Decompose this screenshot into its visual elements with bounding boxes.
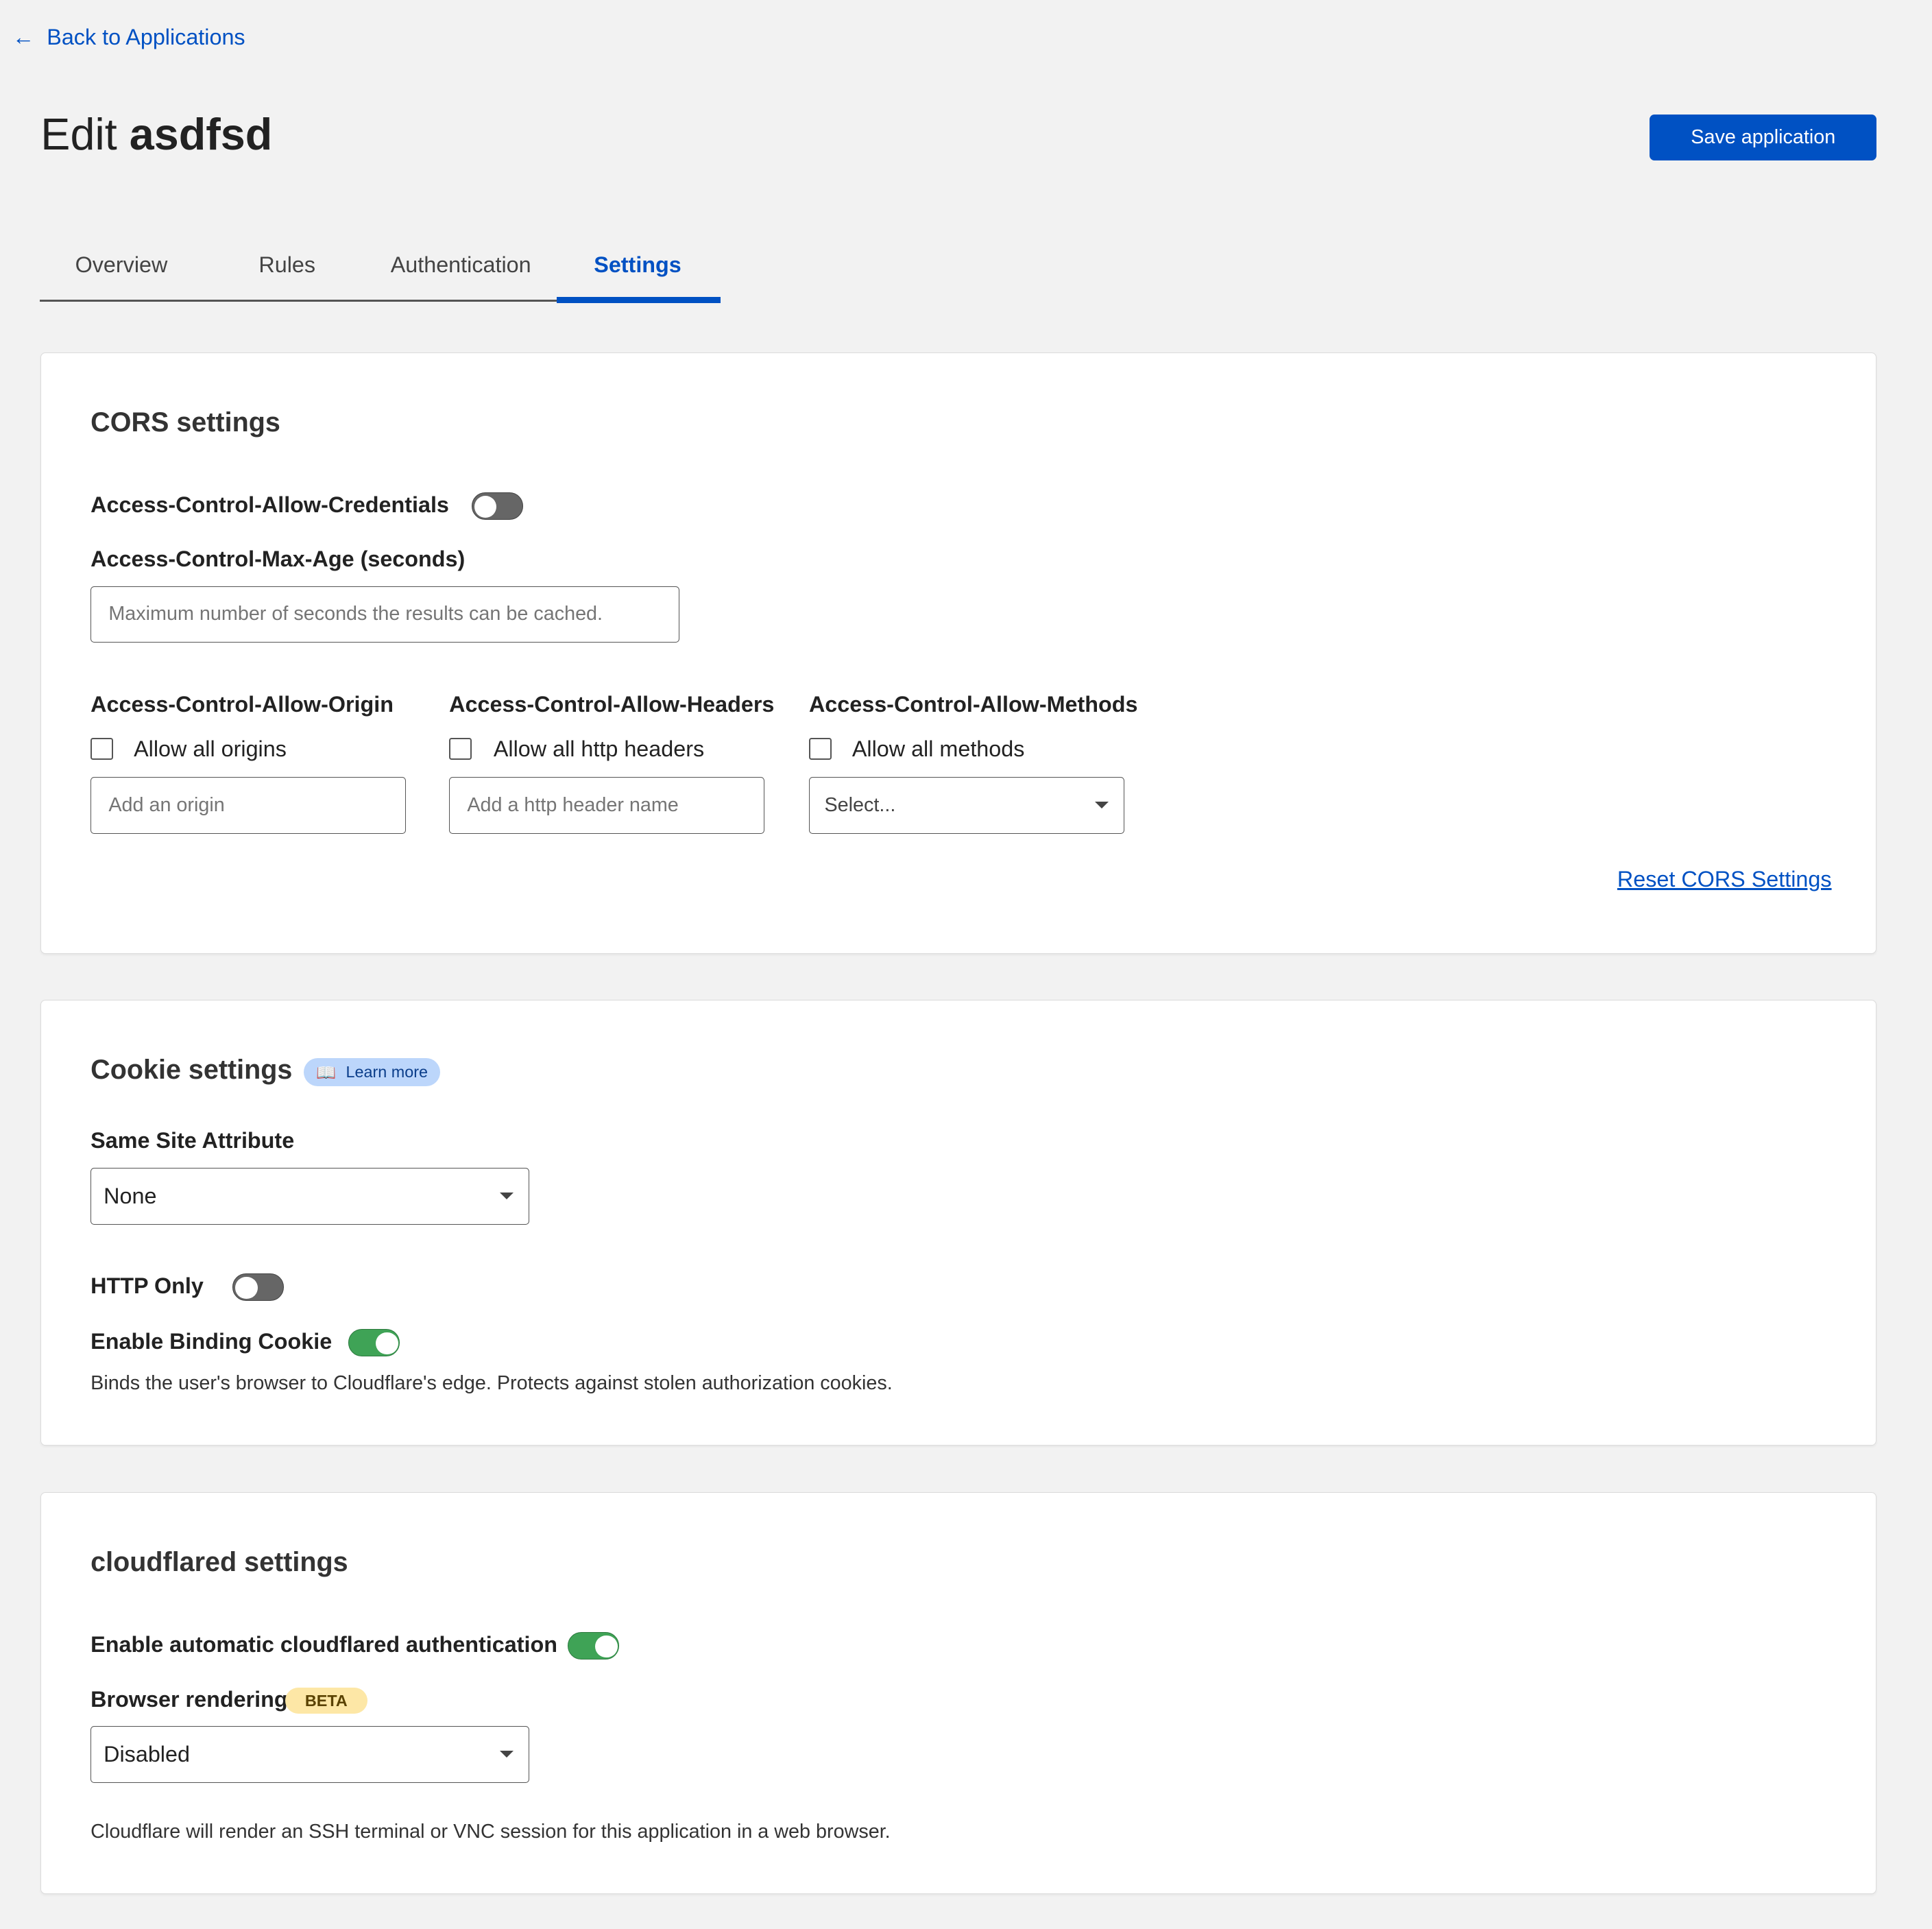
allow-all-methods-label: Allow all methods	[852, 736, 1025, 761]
same-site-select[interactable]: None	[90, 1167, 529, 1225]
allow-methods-label: Access-Control-Allow-Methods	[808, 692, 1138, 717]
tab-authentication[interactable]: Authentication	[390, 252, 531, 278]
chevron-down-icon	[1095, 802, 1109, 808]
http-only-label: HTTP Only	[90, 1273, 204, 1299]
methods-select[interactable]: Select...	[808, 777, 1125, 834]
allow-origin-label: Access-Control-Allow-Origin	[90, 692, 394, 717]
allow-all-headers-checkbox[interactable]	[449, 737, 472, 760]
tabs-divider	[39, 299, 721, 302]
allow-all-headers-label: Allow all http headers	[493, 736, 705, 761]
same-site-value: None	[104, 1183, 157, 1208]
book-icon: 📖	[316, 1063, 337, 1081]
auto-auth-toggle[interactable]	[567, 1632, 620, 1660]
allow-all-origins-checkbox[interactable]	[90, 737, 113, 760]
browser-rendering-select[interactable]: Disabled	[90, 1726, 529, 1783]
tab-settings[interactable]: Settings	[594, 252, 681, 278]
auto-auth-label: Enable automatic cloudflared authenticat…	[90, 1632, 557, 1657]
learn-more-label: Learn more	[346, 1063, 428, 1081]
save-application-button[interactable]: Save application	[1650, 115, 1877, 160]
browser-rendering-value: Disabled	[104, 1741, 190, 1766]
beta-badge: BETA	[285, 1688, 367, 1714]
credentials-label: Access-Control-Allow-Credentials	[90, 492, 449, 518]
tab-rules[interactable]: Rules	[258, 252, 316, 278]
credentials-toggle[interactable]	[471, 492, 523, 520]
tab-overview[interactable]: Overview	[75, 252, 168, 278]
arrow-left-icon: ←	[12, 24, 35, 49]
allow-all-methods-checkbox[interactable]	[808, 737, 832, 760]
allow-all-origins-label: Allow all origins	[134, 736, 287, 761]
cookie-title: Cookie settings	[90, 1054, 293, 1085]
allow-headers-label: Access-Control-Allow-Headers	[449, 692, 775, 717]
max-age-input[interactable]	[90, 586, 680, 643]
same-site-label: Same Site Attribute	[90, 1128, 295, 1153]
binding-cookie-label: Enable Binding Cookie	[90, 1329, 333, 1354]
browser-rendering-description: Cloudflare will render an SSH terminal o…	[90, 1821, 891, 1843]
cookie-settings-card: Cookie settings 📖 Learn more Same Site At…	[40, 999, 1877, 1446]
http-only-toggle[interactable]	[232, 1273, 285, 1302]
cloudflared-settings-card: cloudflared settings Enable automatic cl…	[40, 1492, 1877, 1895]
back-label: Back to Applications	[47, 24, 245, 49]
back-to-applications-link[interactable]: ← Back to Applications	[12, 25, 245, 50]
learn-more-button[interactable]: 📖 Learn more	[304, 1057, 440, 1087]
methods-select-value: Select...	[824, 794, 896, 817]
cors-title: CORS settings	[90, 407, 280, 438]
reset-cors-link[interactable]: Reset CORS Settings	[1617, 867, 1832, 892]
binding-cookie-toggle[interactable]	[348, 1329, 400, 1356]
origin-input[interactable]	[90, 777, 407, 834]
browser-rendering-label: Browser rendering	[90, 1686, 288, 1712]
cloudflared-title: cloudflared settings	[90, 1547, 348, 1578]
cors-settings-card: CORS settings Access-Control-Allow-Crede…	[40, 352, 1877, 955]
binding-cookie-description: Binds the user's browser to Cloudflare's…	[90, 1372, 893, 1395]
max-age-label: Access-Control-Max-Age (seconds)	[90, 547, 466, 572]
chevron-down-icon	[500, 1751, 514, 1758]
active-tab-indicator	[557, 297, 721, 304]
header-input[interactable]	[449, 777, 765, 834]
page-title: Edit asdfsd	[40, 109, 273, 160]
chevron-down-icon	[500, 1192, 514, 1199]
